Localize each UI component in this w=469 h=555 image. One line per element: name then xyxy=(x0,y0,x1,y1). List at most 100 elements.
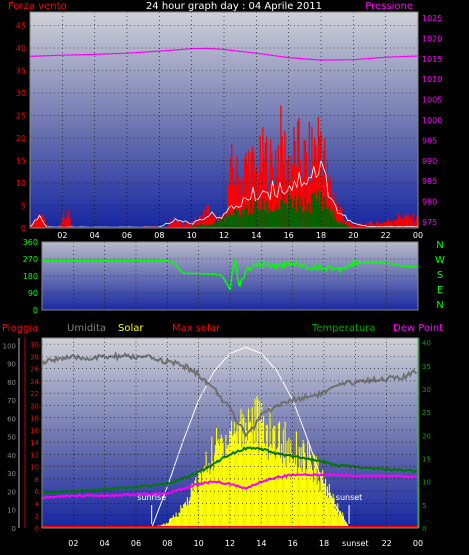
meteo-panel-frame xyxy=(41,337,419,529)
direction-line xyxy=(42,257,418,292)
wind-y-tick-label: 40 xyxy=(16,44,26,53)
temperature-y-tick-label: 25 xyxy=(422,409,431,417)
pressure-y-tick-label: 975 xyxy=(422,218,437,227)
rain-y-tick-label: 2 xyxy=(35,513,39,521)
wind-y-tick-label: 35 xyxy=(16,67,26,76)
meteo-x-tick-label: 06 xyxy=(131,539,141,548)
wind-x-tick-label: 22 xyxy=(381,231,391,240)
pressure-y-tick-label: 1010 xyxy=(422,75,442,84)
temperature-y-tick-label: 40 xyxy=(422,340,431,348)
meteo-x-tick-label: 04 xyxy=(100,539,110,548)
wind-x-tick-label: 20 xyxy=(348,231,358,240)
pressure-y-tick-label: 995 xyxy=(422,136,437,145)
temperature-y-tick-label: 35 xyxy=(422,363,431,371)
rain-y-tick-label: 4 xyxy=(35,500,40,508)
temperature-y-tick-label: 30 xyxy=(422,386,431,394)
rain-y-tick-label: 10 xyxy=(30,464,39,472)
meteo-x-tick-label: sunset xyxy=(342,539,369,548)
wind-y-tick-label: 45 xyxy=(16,22,26,31)
wind-x-tick-label: 16 xyxy=(284,231,294,240)
sunrise-label: sunrise xyxy=(137,493,166,502)
humidity-y-tick-label: 90 xyxy=(7,361,16,369)
compass-label: N xyxy=(436,300,443,311)
pressure-y-tick-label: 1000 xyxy=(422,116,442,125)
legend-temperature: Temperatura xyxy=(311,323,376,334)
meteo-x-tick-label: 08 xyxy=(162,539,172,548)
wind-x-tick-label: 04 xyxy=(90,231,100,240)
wind-y-tick-label: 30 xyxy=(16,89,26,98)
temperature-y-tick-label: 5 xyxy=(422,502,426,510)
wind-x-tick-label: 00 xyxy=(413,231,423,240)
humidity-y-tick-label: 0 xyxy=(12,525,16,533)
sunset-label: sunset xyxy=(336,493,363,502)
wind-x-tick-label: 14 xyxy=(251,231,261,240)
rain-y-tick-label: 20 xyxy=(30,402,39,410)
temperature-y-tick-label: 10 xyxy=(422,479,431,487)
wind-panel-frame xyxy=(29,11,419,229)
rain-y-tick-label: 22 xyxy=(30,390,39,398)
graph-title: 24 hour graph day : 04 Aprile 2011 xyxy=(146,1,322,12)
compass-label: E xyxy=(437,285,443,296)
rain-y-tick-label: 18 xyxy=(30,415,39,423)
wind-y-tick-label: 10 xyxy=(16,179,26,188)
legend-max-solar: Max solar xyxy=(172,323,221,334)
wind-x-tick-label: 12 xyxy=(219,231,229,240)
dewpoint-line xyxy=(41,472,417,500)
pressure-y-tick-label: 1020 xyxy=(422,34,442,43)
humidity-line xyxy=(41,351,418,438)
wind-x-tick-label: 06 xyxy=(122,231,132,240)
humidity-y-tick-label: 20 xyxy=(7,488,16,496)
pressure-y-tick-label: 1015 xyxy=(422,55,442,64)
humidity-y-tick-label: 40 xyxy=(7,452,16,460)
legend-pressure: Pressione xyxy=(365,1,413,12)
humidity-y-tick-label: 60 xyxy=(7,415,16,423)
compass-label: S xyxy=(437,270,443,281)
direction-y-tick-label: 90 xyxy=(28,289,38,298)
pressure-y-tick-label: 985 xyxy=(422,177,437,186)
rain-y-tick-label: 26 xyxy=(30,366,39,374)
legend-humidity: Umidita xyxy=(67,323,106,334)
direction-y-tick-label: 0 xyxy=(33,306,38,315)
humidity-y-tick-label: 10 xyxy=(7,507,16,515)
rain-y-tick-label: 14 xyxy=(30,439,39,447)
humidity-y-tick-label: 70 xyxy=(7,397,16,405)
meteo-x-tick-label: 02 xyxy=(68,539,78,548)
wind-y-tick-label: 5 xyxy=(21,202,26,211)
rain-y-tick-label: 16 xyxy=(30,427,39,435)
direction-y-tick-label: 270 xyxy=(23,255,38,264)
rain-y-tick-label: 6 xyxy=(35,488,40,496)
compass-label: N xyxy=(436,240,443,251)
meteo-x-tick-label: 10 xyxy=(194,539,204,548)
humidity-y-tick-label: 80 xyxy=(7,379,16,387)
meteo-x-tick-label: 14 xyxy=(256,539,266,548)
rain-y-tick-label: 12 xyxy=(30,451,39,459)
legend-rain: Pioggia xyxy=(2,323,38,334)
wind-x-tick-label: 18 xyxy=(316,231,326,240)
wind-x-tick-label: 10 xyxy=(187,231,197,240)
wind-x-tick-label: 02 xyxy=(57,231,67,240)
meteo-x-tick-label: 22 xyxy=(382,539,392,548)
legend-dewpoint: Dew Point xyxy=(393,323,443,334)
temperature-y-tick-label: 20 xyxy=(422,432,431,440)
meteo-x-tick-label: 12 xyxy=(225,539,235,548)
wind-y-tick-label: 0 xyxy=(21,224,26,233)
pressure-y-tick-label: 990 xyxy=(422,157,437,166)
pressure-y-tick-label: 980 xyxy=(422,198,437,207)
humidity-y-tick-label: 100 xyxy=(3,342,16,350)
rain-y-tick-label: 8 xyxy=(35,476,39,484)
direction-y-tick-label: 180 xyxy=(23,272,38,281)
rain-y-tick-label: 30 xyxy=(30,341,39,349)
temperature-y-tick-label: 15 xyxy=(422,455,431,463)
wind-y-tick-label: 25 xyxy=(16,112,26,121)
direction-y-tick-label: 360 xyxy=(23,238,38,247)
legend-solar: Solar xyxy=(118,323,144,334)
max-solar-curve xyxy=(151,346,350,529)
meteo-x-tick-label: 16 xyxy=(288,539,298,548)
compass-label: W xyxy=(435,255,445,266)
legend-wind: Forza vento xyxy=(8,1,67,12)
rain-y-tick-label: 24 xyxy=(30,378,39,386)
direction-panel-frame xyxy=(41,241,419,311)
rain-y-tick-label: 28 xyxy=(30,353,39,361)
